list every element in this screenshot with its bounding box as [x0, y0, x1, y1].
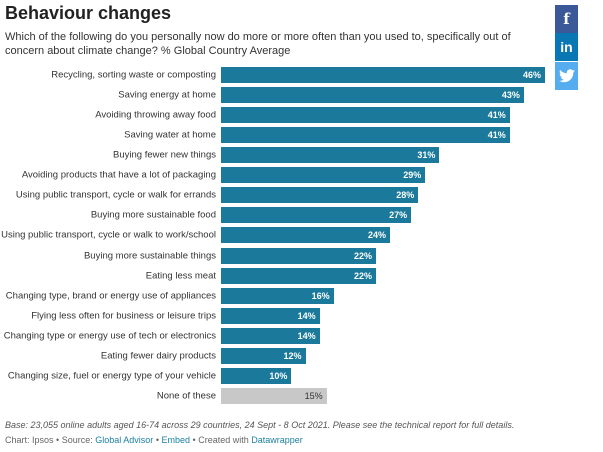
category-label: Eating less meat [145, 270, 216, 282]
tool-link[interactable]: Datawrapper [251, 435, 303, 445]
bar: 46% [221, 67, 545, 83]
value-label: 14% [297, 330, 316, 341]
separator: • [192, 435, 196, 445]
category-label: Buying more sustainable things [83, 250, 216, 262]
bar: 15% [221, 387, 327, 404]
value-label: 29% [403, 170, 422, 181]
category-label: Buying fewer new things [113, 149, 216, 161]
bar: 14% [221, 307, 320, 324]
category-label: Flying less often for business or leisur… [31, 310, 216, 322]
separator: • [155, 435, 159, 445]
bar: 41% [221, 127, 510, 144]
credit: Source: [61, 435, 93, 445]
value-label: 43% [501, 90, 520, 101]
value-label: 24% [368, 230, 387, 241]
category-label: Using public transport, cycle or walk fo… [15, 189, 216, 201]
credit: Chart: Ipsos [5, 435, 54, 445]
category-label: Saving energy at home [118, 89, 216, 101]
bar: 22% [221, 247, 376, 264]
value-label: 16% [311, 290, 330, 301]
category-label: Avoiding products that have a lot of pac… [21, 169, 216, 181]
chart-title: Behaviour changes [5, 3, 172, 23]
bar: 24% [221, 227, 391, 244]
bar: 14% [221, 327, 320, 344]
bar-chart: Recycling, sorting waste or composting 46… [1, 67, 545, 404]
value-label: 14% [297, 310, 316, 321]
bar: 16% [221, 287, 334, 304]
category-label: Eating fewer dairy products [100, 350, 216, 362]
bar: 41% [221, 107, 510, 124]
category-label: Changing type or energy use of tech or e… [3, 330, 216, 342]
twitter-button[interactable] [555, 62, 578, 90]
bar: 31% [221, 147, 440, 164]
value-label: 12% [283, 350, 302, 361]
value-label: 27% [389, 210, 408, 221]
value-label: 22% [353, 270, 372, 281]
value-label: 31% [417, 150, 436, 161]
linkedin-button[interactable]: in [555, 33, 578, 61]
bar: 28% [221, 187, 419, 204]
value-label: 46% [522, 70, 541, 80]
value-label: 10% [269, 370, 288, 381]
separator: • [56, 435, 60, 445]
value-label: 15% [304, 390, 323, 401]
category-label: Recycling, sorting waste or composting [51, 69, 216, 81]
category-label: Avoiding throwing away food [95, 109, 216, 121]
credit: Created with [198, 435, 249, 445]
bar: 10% [221, 367, 292, 384]
category-label: None of these [156, 390, 216, 402]
bar: 43% [221, 87, 524, 104]
category-label: Saving water at home [124, 129, 216, 141]
value-label: 22% [353, 250, 372, 261]
facebook-button[interactable]: f [555, 5, 578, 33]
twitter-icon [558, 69, 575, 83]
credits: Chart: Ipsos • Source: Global Advisor • … [5, 435, 303, 445]
value-label: 41% [487, 110, 506, 121]
bar: 29% [221, 167, 426, 184]
category-label: Changing type, brand or energy use of ap… [5, 290, 216, 302]
bar: 22% [221, 267, 376, 284]
embed-link[interactable]: Embed [161, 435, 191, 445]
bar: 27% [221, 207, 412, 224]
notes: Base: 23,055 online adults aged 16-74 ac… [5, 420, 515, 430]
source-link[interactable]: Global Advisor [95, 435, 154, 445]
chart-subtitle: Which of the following do you personally… [5, 31, 511, 57]
category-label: Changing size, fuel or energy type of yo… [7, 370, 216, 382]
value-label: 28% [396, 190, 415, 201]
category-label: Buying more sustainable food [90, 209, 216, 221]
bar: 12% [221, 347, 306, 364]
category-label: Using public transport, cycle or walk to… [1, 229, 216, 241]
value-label: 41% [487, 130, 506, 141]
